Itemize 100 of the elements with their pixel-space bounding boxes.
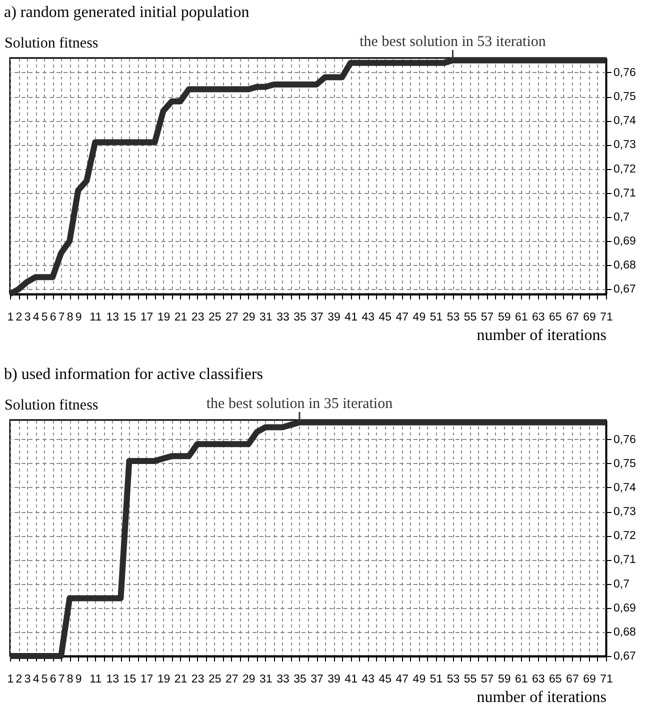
x-tick-label: 33 [276,312,290,324]
y-tick-label: 0,7 [614,211,630,224]
x-tick-label: 15 [123,312,136,324]
x-tick-label: 1 [7,674,14,686]
x-tick-label: 3 [24,674,31,686]
x-tick-label: 69 [583,312,596,324]
chart-title: b) used information for active classifiers [4,366,264,383]
x-tick-label: 5 [41,674,48,686]
y-tick-label: 0,75 [614,458,636,470]
x-tick-label: 23 [191,674,204,686]
x-tick-label: 51 [430,312,443,324]
x-tick-label: 27 [225,674,238,686]
x-tick-label: 33 [276,674,290,686]
x-tick-label: 19 [157,674,170,686]
x-tick-label: 65 [549,312,562,324]
y-axis-title: Solution fitness [4,398,98,414]
x-tick-label: 49 [412,312,426,324]
x-tick-label: 51 [430,674,443,686]
y-tick-label: 0,71 [614,187,636,200]
y-tick-label: 0,71 [614,554,636,566]
x-tick-label: 8 [66,312,74,324]
y-tick-label: 0,67 [614,650,636,662]
x-tick-label: 59 [498,674,511,686]
x-tick-label: 39 [328,312,340,324]
x-tick-label: 9 [75,674,82,686]
annotation: the best solution in 35 iteration [206,396,394,412]
x-tick-label: 25 [208,674,222,686]
x-tick-label: 15 [123,674,136,686]
x-tick-label: 19 [157,312,170,324]
x-tick-label: 57 [480,312,494,324]
x-tick-label: 3 [24,312,31,324]
x-tick-label: 37 [310,674,324,686]
y-tick-label: 0,74 [614,482,636,494]
annotation: the best solution in 53 iteration [360,34,546,50]
x-tick-label: 43 [362,674,374,686]
x-tick-label: 25 [208,312,222,324]
x-tick-label: 71 [600,312,613,324]
y-tick-label: 0,7 [614,578,630,590]
y-tick-label: 0,76 [614,66,636,79]
x-tick-label: 43 [362,312,374,324]
x-tick-label: 29 [242,674,256,686]
x-tick-label: 41 [344,674,358,686]
x-tick-label: 63 [532,674,545,686]
x-tick-label: 11 [90,674,102,686]
x-tick-label: 69 [583,674,596,686]
x-tick-label: 5 [41,312,48,324]
y-tick-label: 0,73 [614,506,636,518]
x-tick-label: 47 [396,674,409,686]
x-tick-label: 21 [174,674,188,686]
x-tick-label: 27 [225,312,238,324]
x-tick-label: 21 [174,312,188,324]
x-tick-label: 6 [50,312,56,324]
x-tick-label: 59 [498,312,511,324]
x-tick-label: 31 [260,674,272,686]
x-tick-label: 53 [446,312,460,324]
y-tick-label: 0,67 [614,284,636,296]
y-axis-title: Solution fitness [4,36,98,52]
x-tick-label: 41 [344,312,358,324]
x-tick-label: 39 [328,674,340,686]
x-tick-label: 61 [514,312,528,324]
x-tick-label: 29 [242,312,256,324]
x-tick-label: 67 [566,312,579,324]
x-tick-label: 7 [58,312,65,324]
x-tick-label: 2 [16,674,22,686]
x-tick-label: 8 [66,674,74,686]
y-tick-label: 0,73 [614,139,636,152]
y-tick-label: 0,68 [614,260,636,272]
x-tick-label: 49 [412,674,426,686]
x-tick-label: 1 [7,312,14,324]
x-tick-label: 35 [294,312,306,324]
x-tick-label: 45 [378,674,392,686]
x-tick-label: 17 [140,312,154,324]
x-tick-label: 45 [378,312,392,324]
x-tick-label: 67 [566,674,579,686]
x-tick-label: 13 [106,674,120,686]
x-tick-label: 6 [50,674,56,686]
x-tick-label: 11 [90,312,102,324]
x-axis-title: number of iterations [476,689,606,706]
y-tick-label: 0,72 [614,163,636,176]
x-tick-label: 71 [600,674,613,686]
x-tick-label: 55 [464,674,477,686]
x-tick-label: 7 [58,674,65,686]
y-tick-label: 0,69 [614,236,636,248]
x-tick-label: 65 [549,674,562,686]
x-tick-label: 4 [32,312,40,324]
x-tick-label: 37 [310,312,324,324]
x-axis-title: number of iterations [476,327,606,344]
x-tick-label: 2 [16,312,22,324]
x-tick-label: 9 [75,312,82,324]
x-tick-label: 47 [396,312,409,324]
y-tick-label: 0,69 [614,602,636,614]
x-tick-label: 57 [480,674,494,686]
y-tick-label: 0,75 [614,91,636,104]
chart-title: a) random generated initial population [4,4,250,21]
x-tick-label: 13 [106,312,120,324]
x-tick-label: 53 [446,674,460,686]
y-tick-label: 0,72 [614,530,636,542]
y-tick-label: 0,76 [614,434,636,446]
x-tick-label: 17 [140,674,154,686]
x-tick-label: 63 [532,312,545,324]
